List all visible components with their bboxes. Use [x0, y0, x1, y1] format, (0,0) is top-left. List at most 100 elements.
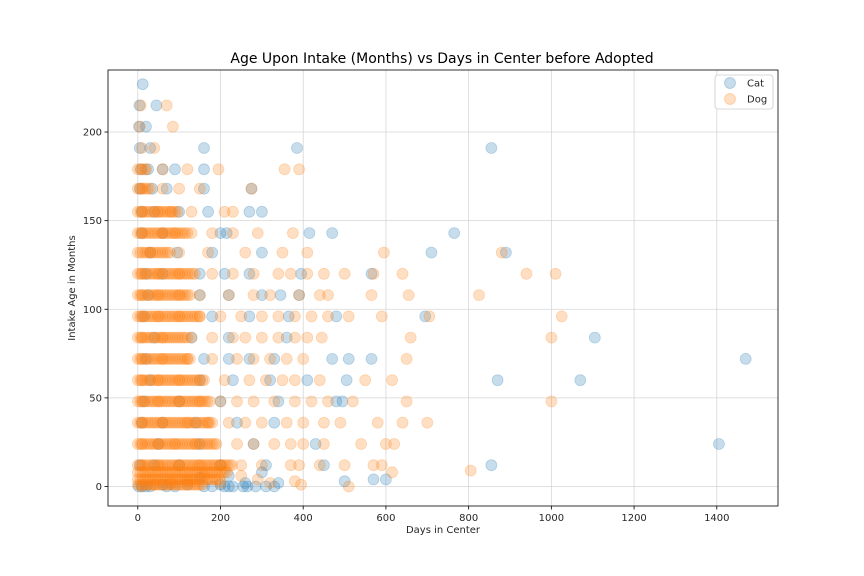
- data-point-dog: [183, 459, 196, 472]
- data-point-dog: [178, 473, 191, 486]
- data-point-dog: [134, 459, 147, 472]
- data-point-dog: [181, 478, 194, 491]
- data-point-cat: [448, 227, 461, 240]
- data-point-cat: [268, 480, 281, 493]
- data-point-dog: [313, 459, 326, 472]
- data-point-cat: [198, 163, 210, 176]
- data-point-dog: [152, 438, 165, 450]
- data-point-dog: [174, 395, 186, 408]
- data-point-dog: [178, 416, 191, 429]
- data-point-dog: [181, 374, 194, 387]
- data-point-dog: [135, 331, 148, 344]
- data-point-cat: [222, 352, 235, 365]
- data-point-dog: [171, 374, 184, 387]
- data-point-dog: [176, 466, 189, 479]
- data-point-dog: [212, 163, 225, 176]
- data-point-dog: [201, 438, 214, 450]
- data-point-dog: [161, 310, 174, 323]
- data-point-dog: [183, 416, 196, 429]
- x-tick-label: 800: [459, 513, 478, 524]
- data-point-dog: [213, 473, 226, 486]
- data-point-dog: [135, 205, 148, 218]
- data-point-dog: [141, 459, 154, 472]
- data-point-dog: [276, 374, 289, 387]
- data-point-dog: [181, 331, 194, 344]
- data-point-dog: [176, 374, 189, 387]
- data-point-dog: [139, 182, 152, 195]
- data-point-cat: [206, 480, 219, 493]
- data-point-cat: [189, 416, 202, 429]
- data-point-dog: [183, 289, 196, 302]
- data-point-dog: [402, 289, 415, 302]
- data-point-dog: [495, 246, 508, 259]
- data-point-dog: [169, 267, 181, 280]
- data-point-dog: [134, 205, 147, 218]
- data-point-dog: [131, 182, 144, 195]
- data-point-cat: [239, 477, 252, 489]
- data-point-dog: [183, 478, 196, 491]
- data-point-dog: [218, 374, 231, 387]
- data-point-dog: [202, 416, 215, 429]
- data-point-dog: [161, 246, 174, 259]
- data-point-dog: [181, 466, 194, 479]
- data-point-dog: [231, 352, 243, 365]
- data-point-dog: [174, 310, 186, 323]
- data-point-dog: [134, 473, 147, 486]
- data-point-dog: [166, 395, 179, 408]
- data-point-dog: [264, 477, 277, 489]
- data-point-dog: [134, 227, 147, 240]
- data-point-dog: [166, 374, 179, 387]
- legend-marker-dog: [724, 93, 736, 105]
- data-point-dog: [176, 459, 189, 472]
- data-point-cat: [148, 331, 161, 344]
- data-point-cat: [330, 395, 343, 408]
- data-point-cat: [152, 438, 165, 450]
- grid-lines: [108, 70, 778, 506]
- legend-marker-cat: [724, 77, 736, 89]
- data-point-cat: [367, 473, 380, 486]
- data-point-dog: [154, 466, 167, 479]
- data-point-dog: [146, 289, 159, 302]
- x-tick-label: 200: [211, 513, 230, 524]
- data-point-dog: [166, 267, 179, 280]
- data-point-cat: [193, 471, 206, 484]
- data-point-dog: [178, 352, 191, 365]
- data-point-dog: [247, 438, 260, 450]
- data-point-cat: [272, 477, 285, 489]
- y-tick-label: 50: [89, 393, 102, 404]
- data-point-dog: [286, 227, 299, 240]
- data-point-dog: [181, 395, 194, 408]
- data-point-dog: [313, 289, 326, 302]
- data-point-dog: [178, 478, 191, 491]
- data-point-dog: [276, 246, 289, 259]
- data-point-dog: [149, 374, 162, 387]
- data-point-dog: [131, 459, 144, 472]
- data-point-dog: [131, 205, 144, 218]
- data-point-dog: [211, 473, 224, 486]
- data-point-dog: [136, 459, 149, 472]
- data-point-dog: [144, 459, 157, 472]
- data-point-dog: [169, 205, 181, 218]
- data-point-dog: [161, 466, 174, 479]
- data-point-dog: [216, 459, 229, 472]
- data-point-dog: [144, 352, 157, 365]
- data-point-dog: [136, 331, 149, 344]
- data-point-dog: [174, 331, 186, 344]
- data-point-dog: [176, 438, 189, 450]
- data-point-dog: [171, 416, 184, 429]
- data-point-dog: [152, 459, 165, 472]
- data-point-dog: [196, 416, 209, 429]
- data-point-dog: [206, 331, 219, 344]
- data-point-dog: [171, 459, 184, 472]
- data-point-dog: [169, 416, 181, 429]
- data-point-dog: [141, 246, 154, 259]
- data-point-cat: [419, 310, 432, 323]
- data-point-cat: [214, 395, 227, 408]
- data-point-dog: [159, 438, 172, 450]
- data-point-cat: [255, 205, 268, 218]
- data-point-dog: [181, 227, 194, 240]
- data-point-dog: [386, 374, 399, 387]
- data-point-dog: [139, 163, 152, 176]
- data-point-dog: [173, 246, 186, 259]
